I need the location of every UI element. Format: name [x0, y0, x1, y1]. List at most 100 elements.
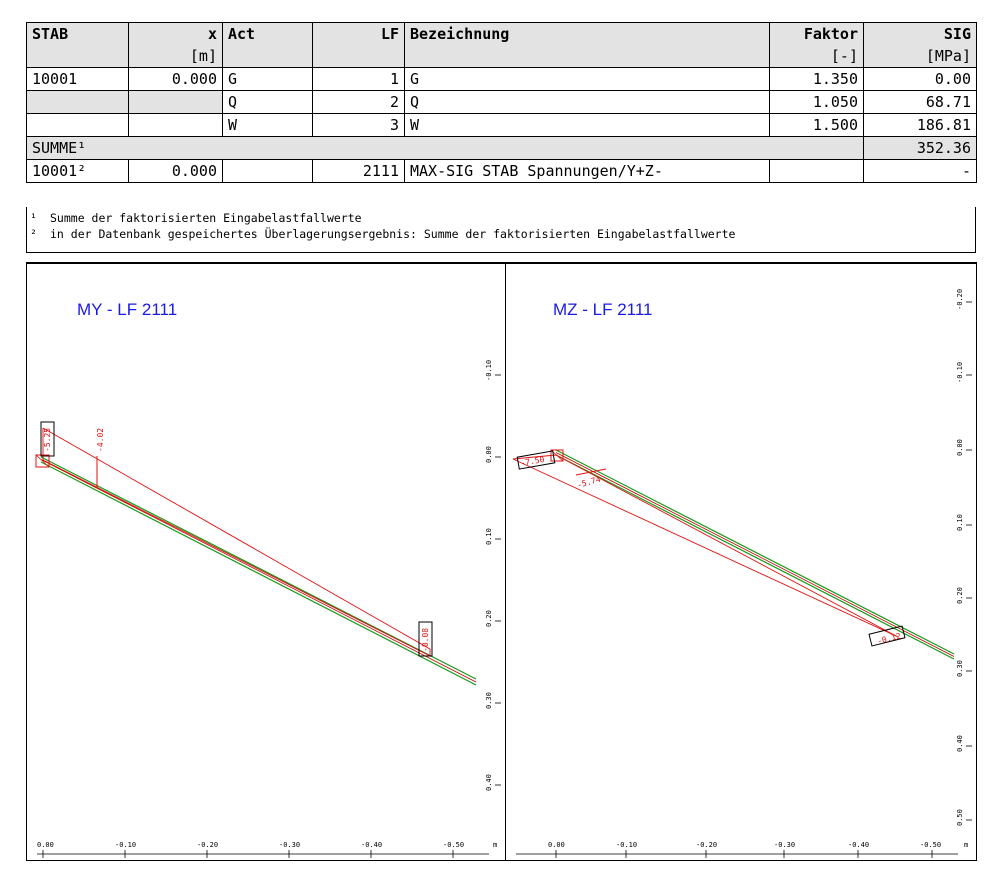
footnote-mark: ² — [30, 227, 37, 241]
result-row: 10001² 0.000 2111 MAX-SIG STAB Spannunge… — [26, 159, 977, 183]
diagram-panel-mz: MZ - LF 2111 0.00 -0.10 -0.20 -0.30 -0.4… — [505, 262, 977, 861]
result-stab: 10001² — [26, 159, 129, 183]
y-tick-label: 0.40 — [956, 735, 964, 752]
footnote-1: ¹ Summe der faktorisierten Eingabelastfal… — [27, 210, 975, 226]
cell-x — [128, 113, 223, 137]
x-tick-label: -0.50 — [443, 841, 464, 849]
x-tick-label: -0.20 — [696, 841, 717, 849]
x-axis-ticks — [555, 850, 933, 858]
value-label: -0.08 — [421, 628, 430, 652]
y-tick-label: 0.10 — [485, 528, 493, 545]
result-bezeichnung: MAX-SIG STAB Spannungen/Y+Z- — [404, 159, 770, 183]
value-label: -0.12 — [876, 631, 902, 646]
value-box — [868, 625, 906, 647]
member-axis-line — [555, 452, 955, 657]
value-label: -5.25 — [43, 428, 52, 452]
cell-faktor: 1.350 — [769, 67, 864, 91]
x-tick-label: -0.40 — [361, 841, 382, 849]
footnote-text: in der Datenbank gespeichertes Überlager… — [50, 227, 736, 241]
y-tick-label: 0.30 — [485, 692, 493, 709]
cell-stab — [26, 113, 129, 137]
value-label: -4.02 — [96, 428, 105, 452]
cell-bezeichnung: W — [404, 113, 770, 137]
value-box — [40, 421, 55, 457]
value-box — [516, 450, 556, 470]
diagram-panel-my: MY - LF 2111 0.00 -0.10 -0.20 -0.30 -0.4… — [26, 262, 505, 861]
cell-act: G — [222, 67, 313, 91]
table-header-row: STAB x Act LF Bezeichnung Faktor SIG — [26, 22, 977, 45]
diagram-mz-canvas: 0.00 -0.10 -0.20 -0.30 -0.40 -0.50 m -0.… — [512, 289, 972, 858]
member-line — [40, 461, 477, 686]
summe-value: 352.36 — [863, 136, 977, 160]
result-table: STAB x Act LF Bezeichnung Faktor SIG [m]… — [26, 22, 977, 183]
header-stab: STAB — [26, 22, 129, 45]
cell-lf: 3 — [312, 113, 405, 137]
unit-lf — [312, 45, 405, 68]
diagram-my-canvas: 0.00 -0.10 -0.20 -0.30 -0.40 -0.50 m -0.… — [35, 360, 501, 858]
x-tick-label: -0.20 — [197, 841, 218, 849]
y-tick-label: 0.00 — [485, 446, 493, 463]
header-faktor: Faktor — [769, 22, 864, 45]
y-tick-label: 0.40 — [485, 774, 493, 791]
x-tick-label: -0.50 — [920, 841, 941, 849]
y-tick-label: 0.00 — [956, 439, 964, 456]
y-tick-label: 0.20 — [485, 610, 493, 627]
header-sig: SIG — [863, 22, 977, 45]
x-tick-label: -0.10 — [616, 841, 637, 849]
table-row: Q 2 Q 1.050 68.71 — [26, 90, 977, 114]
value-label: -5.74 — [576, 475, 602, 490]
x-tick-label: -0.30 — [279, 841, 300, 849]
cell-act: Q — [222, 90, 313, 114]
support-icon — [550, 449, 564, 462]
footnote-2: ² in der Datenbank gespeichertes Überlage… — [27, 226, 975, 242]
unit-faktor: [-] — [769, 45, 864, 68]
y-tick-label: -0.20 — [956, 289, 964, 310]
support-icon — [35, 454, 50, 468]
y-axis-ticks — [495, 374, 501, 786]
cell-lf: 2 — [312, 90, 405, 114]
cell-stab — [26, 90, 129, 114]
y-axis-ticks — [966, 301, 972, 821]
header-x: x — [128, 22, 223, 45]
result-sig: - — [863, 159, 977, 183]
y-tick-label: 0.10 — [956, 514, 964, 531]
unit-sig: [MPa] — [863, 45, 977, 68]
header-lf: LF — [312, 22, 405, 45]
member-axis-line — [40, 459, 477, 683]
table-row: 10001 0.000 G 1 G 1.350 0.00 — [26, 67, 977, 91]
diagram-title-my: MY - LF 2111 — [77, 300, 178, 319]
footnote-mark: ¹ — [30, 211, 37, 225]
result-faktor — [769, 159, 864, 183]
value-label: -7.50 — [520, 455, 545, 468]
unit-x: [m] — [128, 45, 223, 68]
x-tick-label: -0.40 — [848, 841, 869, 849]
footnote-text: Summe der faktorisierten Eingabelastfall… — [50, 211, 362, 225]
result-lf: 2111 — [312, 159, 405, 183]
cell-faktor: 1.050 — [769, 90, 864, 114]
cell-bezeichnung: G — [404, 67, 770, 91]
cell-act: W — [222, 113, 313, 137]
cell-sig: 186.81 — [863, 113, 977, 137]
x-tick-label: -0.30 — [774, 841, 795, 849]
result-ordinate — [575, 468, 607, 476]
result-act — [222, 159, 313, 183]
x-tick-label: -0.10 — [115, 841, 136, 849]
value-box — [418, 621, 433, 657]
cell-faktor: 1.500 — [769, 113, 864, 137]
cell-bezeichnung: Q — [404, 90, 770, 114]
y-tick-label: 0.50 — [956, 809, 964, 826]
summe-label: SUMME¹ — [26, 136, 864, 160]
unit-bezeichnung — [404, 45, 770, 68]
x-tick-label: 0.00 — [37, 841, 54, 849]
member-line — [555, 454, 955, 660]
summe-row: SUMME¹ 352.36 — [26, 136, 977, 160]
result-diagram — [512, 454, 899, 638]
y-tick-label: 0.30 — [956, 660, 964, 677]
header-act: Act — [222, 22, 313, 45]
x-axis-unit: m — [493, 841, 497, 849]
cell-lf: 1 — [312, 67, 405, 91]
cell-x: 0.000 — [128, 67, 223, 91]
member-line — [555, 449, 955, 655]
cell-sig: 0.00 — [863, 67, 977, 91]
member-line — [40, 456, 477, 680]
